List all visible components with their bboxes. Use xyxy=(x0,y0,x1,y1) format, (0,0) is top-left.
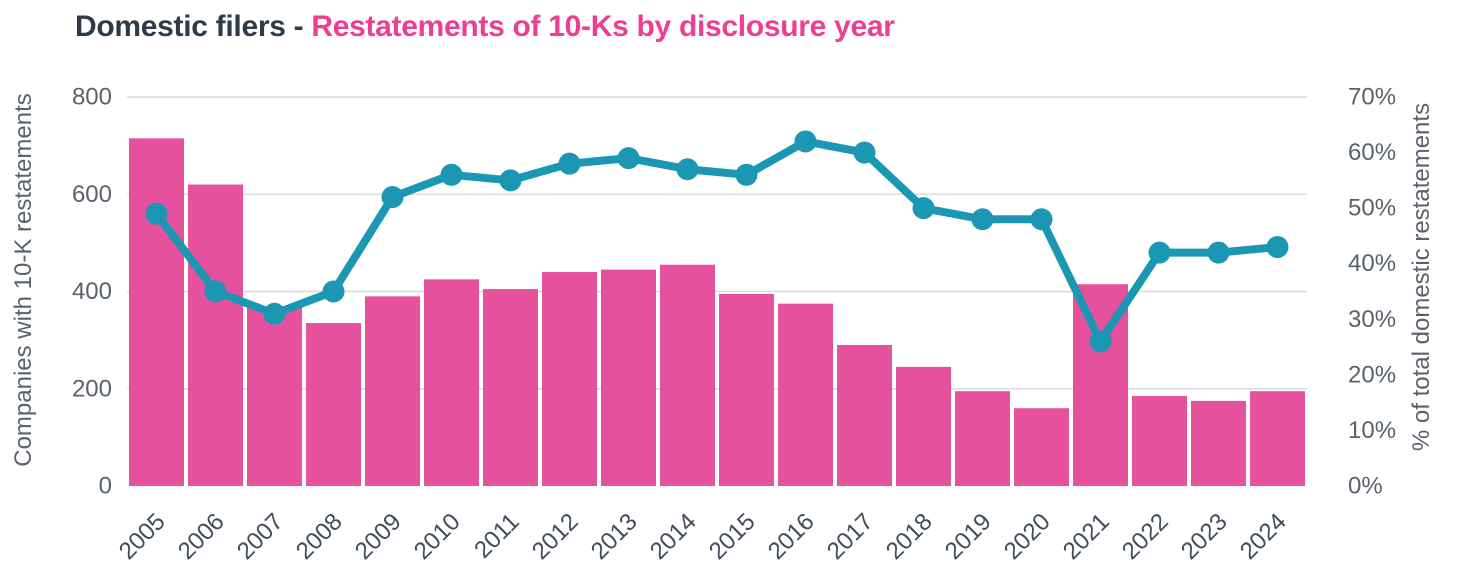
bar-2005 xyxy=(129,138,184,487)
bar-2018 xyxy=(896,366,951,486)
x-label-2012: 2012 xyxy=(527,508,584,565)
line-point-2015 xyxy=(735,163,758,186)
left-tick-800: 800 xyxy=(72,84,112,111)
x-label-2007: 2007 xyxy=(232,508,289,565)
line-point-2005 xyxy=(145,202,168,225)
line-point-2018 xyxy=(912,197,935,220)
bar-2010 xyxy=(424,279,479,486)
bar-2017 xyxy=(837,344,892,486)
right-tick-0%: 0% xyxy=(1348,473,1383,500)
line-point-2020 xyxy=(1030,208,1053,231)
bar-2007 xyxy=(247,306,302,486)
chart-title-prefix: Domestic filers - xyxy=(75,10,312,43)
right-tick-20%: 20% xyxy=(1348,361,1396,388)
bar-2013 xyxy=(601,269,656,486)
x-label-2011: 2011 xyxy=(469,508,525,564)
x-label-2006: 2006 xyxy=(173,508,230,565)
chart-title: Domestic filers - Restatements of 10-Ks … xyxy=(75,10,895,44)
right-tick-10%: 10% xyxy=(1348,417,1396,444)
line-point-2021 xyxy=(1089,330,1112,353)
bar-2015 xyxy=(719,293,774,486)
x-label-2016: 2016 xyxy=(763,508,820,565)
left-axis-title: Companies with 10-K restatements xyxy=(10,93,37,467)
x-label-2010: 2010 xyxy=(409,508,466,565)
line-point-2008 xyxy=(322,280,345,303)
bar-2006 xyxy=(188,184,243,486)
x-label-2019: 2019 xyxy=(940,508,997,565)
x-label-2013: 2013 xyxy=(586,508,643,565)
right-tick-40%: 40% xyxy=(1348,250,1396,277)
bar-2022 xyxy=(1132,396,1187,486)
line-point-2024 xyxy=(1266,236,1289,259)
right-tick-60%: 60% xyxy=(1348,139,1396,166)
x-label-2009: 2009 xyxy=(350,508,407,565)
bar-2011 xyxy=(483,289,538,486)
bar-2012 xyxy=(542,272,597,486)
x-label-2018: 2018 xyxy=(881,508,938,565)
bar-2016 xyxy=(778,303,833,486)
line-point-2009 xyxy=(381,186,404,209)
line-point-2022 xyxy=(1148,241,1171,264)
left-tick-600: 600 xyxy=(72,181,112,208)
line-point-2014 xyxy=(676,158,699,181)
line-point-2011 xyxy=(499,169,522,192)
chart-title-accent: Restatements of 10-Ks by disclosure year xyxy=(311,10,895,43)
x-label-2014: 2014 xyxy=(645,508,702,565)
right-tick-70%: 70% xyxy=(1348,84,1396,111)
bar-2008 xyxy=(306,323,361,486)
percent-line xyxy=(152,137,1282,346)
line-point-2023 xyxy=(1207,241,1230,264)
x-label-2015: 2015 xyxy=(704,508,761,565)
x-label-2020: 2020 xyxy=(999,508,1056,565)
x-label-2022: 2022 xyxy=(1117,508,1174,565)
x-label-2005: 2005 xyxy=(114,508,171,565)
line-point-2012 xyxy=(558,152,581,175)
left-tick-0: 0 xyxy=(99,473,112,500)
x-label-2024: 2024 xyxy=(1235,508,1292,565)
right-tick-30%: 30% xyxy=(1348,306,1396,333)
line-point-2013 xyxy=(617,147,640,170)
x-label-2017: 2017 xyxy=(822,508,879,565)
bar-2014 xyxy=(660,264,715,486)
x-label-2008: 2008 xyxy=(291,508,348,565)
line-point-2019 xyxy=(971,208,994,231)
right-tick-50%: 50% xyxy=(1348,195,1396,222)
line-point-2010 xyxy=(440,163,463,186)
bar-2019 xyxy=(955,391,1010,486)
x-label-2023: 2023 xyxy=(1176,508,1233,565)
line-point-2006 xyxy=(204,280,227,303)
bar-2009 xyxy=(365,296,420,486)
left-tick-400: 400 xyxy=(72,278,112,305)
line-point-2007 xyxy=(263,302,286,325)
line-point-2016 xyxy=(794,130,817,153)
bar-2020 xyxy=(1014,408,1069,486)
bar-2024 xyxy=(1250,391,1305,486)
left-tick-200: 200 xyxy=(72,375,112,402)
right-axis-title: % of total domestic restatements xyxy=(1408,103,1435,451)
line-point-2017 xyxy=(853,141,876,164)
bar-2023 xyxy=(1191,400,1246,486)
x-label-2021: 2021 xyxy=(1058,508,1115,565)
